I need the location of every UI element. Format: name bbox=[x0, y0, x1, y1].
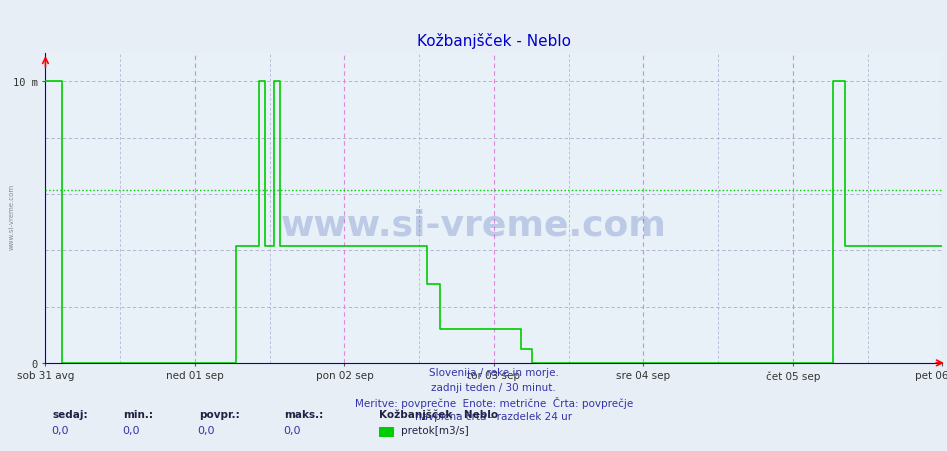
Text: 0,0: 0,0 bbox=[283, 425, 300, 435]
Text: sedaj:: sedaj: bbox=[52, 409, 88, 419]
Text: navpična črta - razdelek 24 ur: navpična črta - razdelek 24 ur bbox=[416, 411, 572, 421]
Text: min.:: min.: bbox=[123, 409, 153, 419]
Text: maks.:: maks.: bbox=[284, 409, 323, 419]
Text: www.si-vreme.com: www.si-vreme.com bbox=[9, 184, 14, 249]
Text: pretok[m3/s]: pretok[m3/s] bbox=[401, 425, 469, 435]
Text: Kožbanjšček - Neblo: Kožbanjšček - Neblo bbox=[379, 409, 498, 419]
Text: povpr.:: povpr.: bbox=[199, 409, 240, 419]
Text: 0,0: 0,0 bbox=[198, 425, 215, 435]
Text: Meritve: povprečne  Enote: metrične  Črta: povprečje: Meritve: povprečne Enote: metrične Črta:… bbox=[355, 396, 633, 409]
Text: 0,0: 0,0 bbox=[122, 425, 139, 435]
Text: zadnji teden / 30 minut.: zadnji teden / 30 minut. bbox=[432, 382, 556, 392]
Text: Slovenija / reke in morje.: Slovenija / reke in morje. bbox=[429, 368, 559, 377]
Text: www.si-vreme.com: www.si-vreme.com bbox=[280, 208, 667, 243]
Title: Kožbanjšček - Neblo: Kožbanjšček - Neblo bbox=[417, 33, 571, 49]
Text: 0,0: 0,0 bbox=[51, 425, 68, 435]
